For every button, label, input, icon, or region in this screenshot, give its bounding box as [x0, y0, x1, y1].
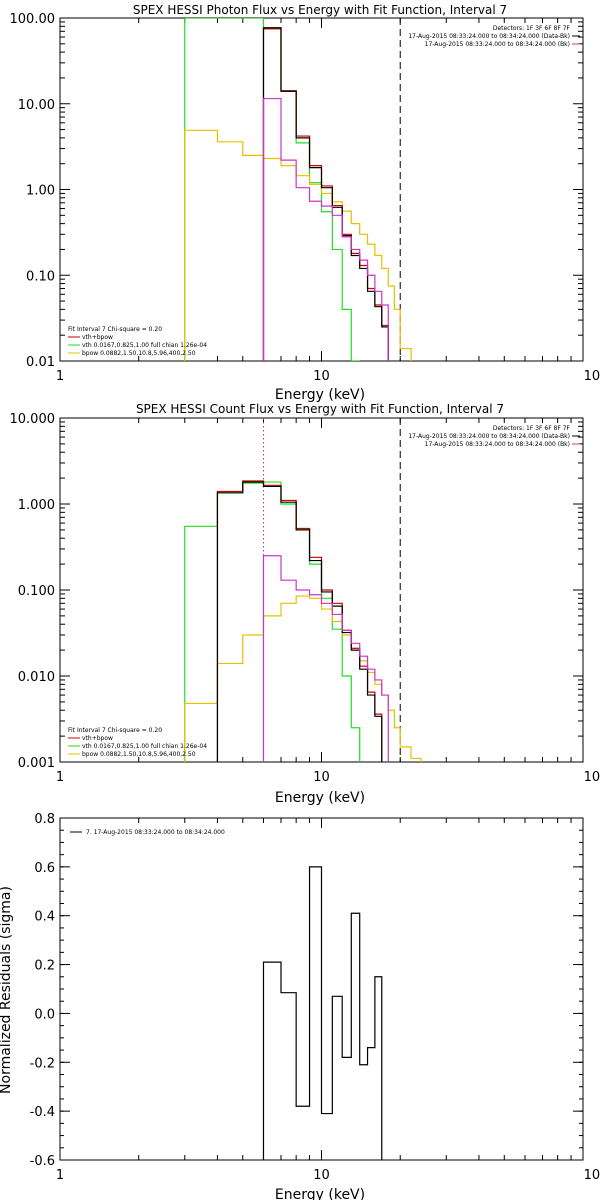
residuals-plot: Energy (keV) Normalized Residuals (sigma… [0, 812, 600, 1200]
y-tick-label: -0.4 [30, 1105, 55, 1120]
series-residuals [262, 866, 383, 1160]
y-tick-label: 0.100 [18, 584, 55, 599]
residuals-plot-area: 1 10 100 -0.6 -0.4 -0.2 0.0 0.2 0.4 0.6 0.8 7. 17-A… [30, 812, 600, 1183]
y-tick-label: 0.6 [34, 861, 55, 876]
legend-entry: Fit Interval 7 Chi-square = 0.20 [68, 727, 162, 734]
x-tick-label: 1 [56, 770, 64, 785]
series-bpow [184, 595, 422, 762]
x-tick-label: 1 [56, 1168, 64, 1183]
series-total [216, 481, 383, 762]
x-tick-label: 1 [56, 369, 64, 384]
legend-entry: vth 0.0167,0.825,1.00 full chian 1.26e-0… [82, 342, 207, 349]
x-tick-label: 10 [313, 770, 330, 785]
y-tick-label: 1.00 [26, 184, 55, 199]
y-tick-label: 0.0 [34, 1007, 55, 1022]
legend-entry: bpow 0.0882,1.50,10.8,5.96,400,2.50 [82, 350, 196, 357]
residuals-plot-ylabel: Normalized Residuals (sigma) [0, 886, 14, 1094]
y-tick-label: 10.000 [10, 412, 56, 427]
series-vth [184, 18, 360, 361]
legend-entry: bpow 0.0882,1.50,10.8,5.96,400,2.50 [82, 751, 196, 758]
info-line: 17-Aug-2015 08:33:24.000 to 08:34:24.000… [425, 41, 570, 48]
x-tick-label: 100 [584, 369, 600, 384]
legend-entry: Fit Interval 7 Chi-square = 0.20 [68, 326, 162, 333]
y-tick-label: 100.00 [10, 12, 56, 27]
y-tick-label: 0.10 [26, 269, 55, 284]
legend-entry: vth 0.0167,0.825,1.00 full chian 1.26e-0… [82, 743, 207, 750]
photon-flux-plot: SPEX HESSI Photon Flux vs Energy with Fi… [10, 3, 600, 403]
y-tick-label: 0.001 [18, 756, 55, 771]
info-line: Detectors: 1F 3F 6F 8F 7F [493, 425, 571, 432]
y-tick-label: -0.2 [30, 1056, 55, 1071]
x-tick-label: 10 [313, 1168, 330, 1183]
count-plot-area: 1 10 100 0.001 0.010 0.100 1.000 10.000 Detector… [10, 412, 600, 785]
info-line: 17-Aug-2015 08:33:24.000 to 08:34:24.000… [425, 441, 570, 448]
series-bpow [184, 129, 412, 361]
series-data [216, 480, 383, 762]
y-tick-label: -0.6 [30, 1154, 55, 1169]
info-line: 17-Aug-2015 08:33:24.000 to 08:34:24.000… [408, 33, 570, 40]
count-plot-title: SPEX HESSI Count Flux vs Energy with Fit… [136, 402, 504, 416]
info-line: 17-Aug-2015 08:33:24.000 to 08:34:24.000… [408, 433, 570, 440]
series-data [262, 28, 389, 361]
photon-plot-xlabel: Energy (keV) [275, 387, 365, 403]
photon-plot-title: SPEX HESSI Photon Flux vs Energy with Fi… [133, 3, 507, 17]
series-bk [262, 97, 389, 361]
y-tick-label: 0.2 [34, 959, 55, 974]
residuals-plot-xlabel: Energy (keV) [275, 1187, 365, 1200]
y-tick-label: 10.00 [18, 98, 55, 113]
series-bk [262, 555, 389, 762]
y-tick-label: 0.8 [34, 812, 55, 827]
x-tick-label: 10 [313, 369, 330, 384]
x-tick-label: 100 [584, 770, 600, 785]
legend-entry: vth+bpow [82, 334, 113, 341]
y-tick-label: 0.01 [26, 355, 55, 370]
photon-plot-area: 1 10 100 0.01 0.10 1.00 10.00 100.00 Detectors: … [10, 12, 600, 384]
series-total [262, 27, 389, 361]
legend-entry: vth+bpow [82, 735, 113, 742]
y-tick-label: 1.000 [18, 498, 55, 513]
legend-entry: 7. 17-Aug-2015 08:33:24.000 to 08:34:24.… [86, 829, 225, 836]
y-tick-label: 0.010 [18, 670, 55, 685]
x-tick-label: 100 [584, 1168, 600, 1183]
count-flux-plot: SPEX HESSI Count Flux vs Energy with Fit… [10, 402, 600, 806]
count-plot-xlabel: Energy (keV) [275, 790, 365, 806]
info-line: Detectors: 1F 3F 6F 8F 7F [493, 25, 571, 32]
y-tick-label: 0.4 [34, 910, 55, 925]
